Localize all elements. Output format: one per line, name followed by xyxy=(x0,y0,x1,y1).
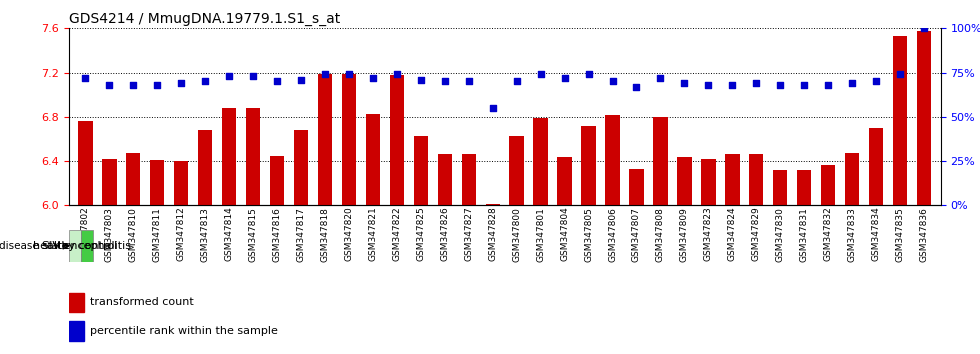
Point xyxy=(270,79,285,84)
Point xyxy=(581,72,597,77)
Point xyxy=(676,80,692,86)
Point xyxy=(197,79,213,84)
Bar xyxy=(126,153,140,205)
Bar xyxy=(869,128,883,205)
Bar xyxy=(294,130,309,205)
Point xyxy=(461,79,476,84)
Bar xyxy=(102,159,117,205)
Bar xyxy=(318,74,332,205)
Point xyxy=(892,72,907,77)
Bar xyxy=(414,136,428,205)
Bar xyxy=(390,75,404,205)
Bar xyxy=(797,170,811,205)
Bar xyxy=(558,156,571,205)
Bar xyxy=(198,130,213,205)
Point xyxy=(724,82,740,88)
Point xyxy=(533,72,549,77)
Point xyxy=(605,79,620,84)
Point xyxy=(797,82,812,88)
Point xyxy=(366,75,381,81)
Bar xyxy=(533,118,548,205)
Bar xyxy=(917,30,931,205)
Point xyxy=(868,79,884,84)
Text: percentile rank within the sample: percentile rank within the sample xyxy=(90,326,278,336)
Bar xyxy=(606,115,619,205)
Point xyxy=(437,79,453,84)
Point xyxy=(318,72,333,77)
Bar xyxy=(654,117,667,205)
Bar xyxy=(69,293,84,312)
Bar xyxy=(174,161,188,205)
Bar xyxy=(221,108,236,205)
Bar xyxy=(749,154,763,205)
Bar xyxy=(701,159,715,205)
Bar xyxy=(78,121,92,205)
Bar xyxy=(462,154,476,205)
Bar xyxy=(246,108,261,205)
Point xyxy=(772,82,788,88)
Point xyxy=(413,77,428,82)
Point xyxy=(701,82,716,88)
Text: SIV encephalitis: SIV encephalitis xyxy=(42,241,131,251)
Bar xyxy=(485,204,500,205)
Bar xyxy=(69,321,84,341)
Point xyxy=(916,25,932,31)
FancyBboxPatch shape xyxy=(69,230,80,262)
Point xyxy=(293,77,309,82)
FancyBboxPatch shape xyxy=(80,230,93,262)
Bar xyxy=(821,166,835,205)
Bar xyxy=(725,154,740,205)
Point xyxy=(173,80,189,86)
Bar xyxy=(677,156,692,205)
Bar xyxy=(773,170,788,205)
Point xyxy=(149,82,165,88)
Point xyxy=(389,72,405,77)
Point xyxy=(77,75,93,81)
Bar xyxy=(366,114,380,205)
Bar xyxy=(510,136,524,205)
Point xyxy=(653,75,668,81)
Point xyxy=(557,75,572,81)
Bar xyxy=(581,126,596,205)
Point xyxy=(125,82,141,88)
Point xyxy=(245,73,261,79)
Bar xyxy=(270,155,284,205)
Point xyxy=(485,105,501,111)
Point xyxy=(628,84,644,90)
Bar xyxy=(629,169,644,205)
Bar xyxy=(150,160,165,205)
Bar xyxy=(438,154,452,205)
Point xyxy=(509,79,524,84)
Text: healthy control: healthy control xyxy=(32,241,117,251)
Point xyxy=(749,80,764,86)
Point xyxy=(341,72,357,77)
Point xyxy=(221,73,237,79)
Text: transformed count: transformed count xyxy=(90,297,194,307)
Bar xyxy=(845,153,859,205)
Text: disease state: disease state xyxy=(0,241,69,251)
Text: GDS4214 / MmugDNA.19779.1.S1_s_at: GDS4214 / MmugDNA.19779.1.S1_s_at xyxy=(69,12,340,26)
Point xyxy=(102,82,118,88)
Bar xyxy=(893,36,907,205)
Bar xyxy=(342,74,356,205)
Point xyxy=(845,80,860,86)
Point xyxy=(820,82,836,88)
